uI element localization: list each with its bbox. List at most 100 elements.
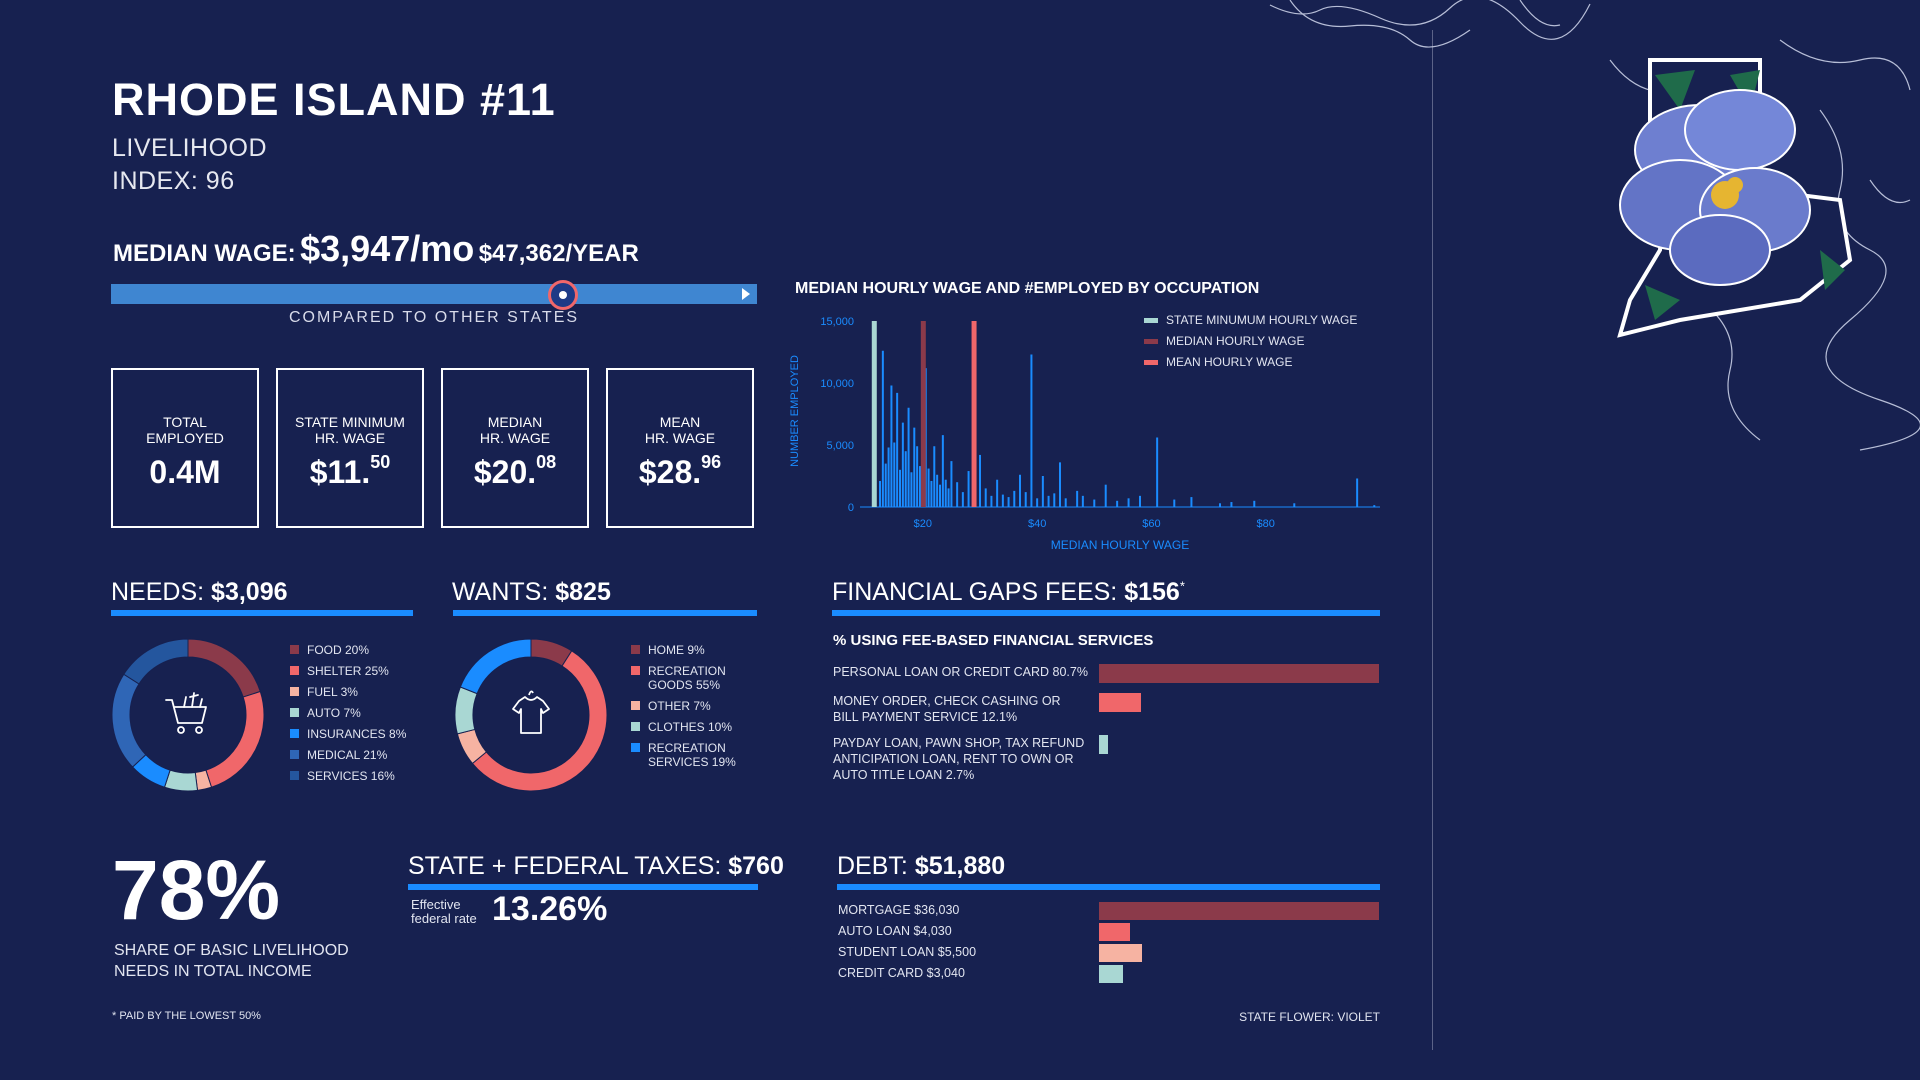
legend-label: MEAN HOURLY WAGE [1166, 355, 1292, 369]
bar-label: MONEY ORDER, CHECK CASHING OR BILL PAYMEN… [833, 693, 1381, 725]
bar [1099, 965, 1123, 983]
stat-box-total-employed: TOTAL EMPLOYED 0.4M [111, 368, 259, 528]
bar [1099, 944, 1142, 962]
bar-label-line: MORTGAGE $36,030 [838, 903, 960, 917]
fees-value: $156 [1124, 578, 1180, 606]
wants-value: $825 [555, 578, 611, 606]
donut-slices [111, 638, 265, 792]
tax-rate-label-line2: federal rate [411, 911, 477, 926]
stat-value: $11.50 [278, 452, 422, 491]
legend-label: SHELTER 25% [307, 664, 389, 678]
bar-label: PAYDAY LOAN, PAWN SHOP, TAX REFUND ANTICI… [833, 735, 1381, 783]
legend-swatch [631, 701, 640, 710]
stat-value: $28.96 [608, 452, 752, 491]
bar [1099, 664, 1379, 683]
share-label-line1: SHARE OF BASIC LIVELIHOOD [114, 942, 349, 959]
legend-label: OTHER 7% [648, 699, 711, 713]
legend-item: OTHER 7% [631, 699, 761, 713]
fees-subtitle: % USING FEE-BASED FINANCIAL SERVICES [833, 632, 1154, 649]
taxes-value: $760 [728, 852, 784, 880]
cart-icon [165, 692, 207, 734]
legend-item: HOME 9% [631, 643, 761, 657]
legend-item: SERVICES 16% [290, 769, 430, 783]
legend-item: SHELTER 25% [290, 664, 430, 678]
legend-swatch [290, 645, 299, 654]
taxes-label: STATE + FEDERAL TAXES: [408, 852, 722, 880]
legend-swatch [290, 687, 299, 696]
debt-bar-chart: MORTGAGE $36,030 AUTO LOAN $4,030 STUDENT … [838, 902, 1380, 992]
bar-label-line: PAYDAY LOAN, PAWN SHOP, TAX REFUND [833, 736, 1085, 750]
y-axis-label: NUMBER EMPLOYED [789, 355, 801, 467]
y-tick-label: 10,000 [820, 378, 854, 390]
legend-item: FUEL 3% [290, 685, 430, 699]
stat-label-line1: MEAN [659, 414, 701, 430]
needs-donut-chart [111, 638, 265, 792]
wants-label: WANTS: [452, 578, 549, 606]
legend-item: AUTO 7% [290, 706, 430, 720]
fees-bar-chart: PERSONAL LOAN OR CREDIT CARD 80.7% MONEY … [833, 664, 1381, 794]
donut-slice [123, 638, 189, 685]
legend-label: SERVICES 16% [307, 769, 395, 783]
stat-label: STATE MINIMUM HR. WAGE [278, 414, 422, 446]
tax-rate-value: 13.26% [492, 890, 608, 928]
y-tick-label: 15,000 [820, 316, 854, 328]
legend-label: HOME 9% [648, 643, 705, 657]
wants-underline [453, 610, 757, 616]
bar-label: STUDENT LOAN $5,500 [838, 944, 1380, 960]
debt-underline [837, 884, 1380, 890]
bar-row: MONEY ORDER, CHECK CASHING OR BILL PAYMEN… [833, 693, 1381, 725]
bar-label-line: CREDIT CARD $3,040 [838, 966, 965, 980]
reference-lines [871, 321, 977, 507]
stat-value-main: $20. [473, 454, 537, 490]
violet-flower-icon [1619, 70, 1845, 320]
legend-item: INSURANCES 8% [290, 727, 430, 741]
y-axis: 0 5,000 10,000 15,000 [820, 316, 854, 514]
needs-legend: FOOD 20% SHELTER 25% FUEL 3% AUTO 7% INSURAN… [290, 643, 430, 790]
reference-line [971, 321, 977, 507]
legend-swatch [631, 743, 640, 752]
title-text: RHODE ISLAND #11 [112, 74, 556, 125]
share-value: 78% [112, 843, 281, 937]
taxes-underline [408, 884, 758, 890]
page-title: RHODE ISLAND #11 LIVELIHOOD INDEX: 96 [112, 74, 556, 196]
legend-label: STATE MINUMUM HOURLY WAGE [1166, 313, 1357, 327]
needs-value: $3,096 [211, 578, 288, 606]
comparison-bar [111, 284, 757, 304]
bar-row: STUDENT LOAN $5,500 [838, 944, 1380, 962]
donut-slices [454, 638, 608, 792]
taxes-heading: STATE + FEDERAL TAXES: $760 [408, 852, 784, 881]
bar-row: CREDIT CARD $3,040 [838, 965, 1380, 983]
legend-label: MEDICAL 21% [307, 748, 388, 762]
bar-label-line: PERSONAL LOAN OR CREDIT CARD 80.7% [833, 665, 1088, 679]
stat-value-main: $28. [638, 454, 702, 490]
legend-swatch [290, 750, 299, 759]
state-flower-caption: STATE FLOWER: VIOLET [1239, 1010, 1380, 1024]
bar [1099, 923, 1131, 941]
legend-item: CLOTHES 10% [631, 720, 761, 734]
bar [1099, 693, 1141, 712]
stat-box-mean-wage: MEAN HR. WAGE $28.96 [606, 368, 754, 528]
legend-label-line2: GOODS 55% [648, 678, 721, 692]
x-tick-label: $80 [1257, 518, 1275, 530]
donut-slice [459, 638, 532, 695]
wants-heading: WANTS: $825 [452, 578, 611, 607]
median-wage-monthly: $3,947/mo [300, 228, 475, 269]
legend-label: AUTO 7% [307, 706, 361, 720]
legend-swatch [290, 708, 299, 717]
fees-label: FINANCIAL GAPS FEES: [832, 578, 1118, 606]
bar-label-line: MONEY ORDER, CHECK CASHING OR [833, 694, 1061, 708]
legend-swatch [631, 645, 640, 654]
reference-line [920, 321, 926, 507]
legend-label: FUEL 3% [307, 685, 358, 699]
median-wage-row: MEDIAN WAGE: $3,947/mo $47,362/YEAR [113, 228, 639, 270]
stat-label-line1: STATE MINIMUM [295, 414, 405, 430]
legend-swatch [631, 722, 640, 731]
bar-label: CREDIT CARD $3,040 [838, 965, 1380, 981]
bar-label: AUTO LOAN $4,030 [838, 923, 1380, 939]
bar-label-line: ANTICIPATION LOAN, RENT TO OWN OR [833, 752, 1074, 766]
tax-rate-label-line1: Effective [411, 897, 461, 912]
state-map-flower-illustration [1269, 0, 1920, 451]
stat-label-line1: TOTAL [163, 414, 207, 430]
stat-label-line2: HR. WAGE [314, 430, 386, 446]
shirt-icon [512, 690, 550, 734]
